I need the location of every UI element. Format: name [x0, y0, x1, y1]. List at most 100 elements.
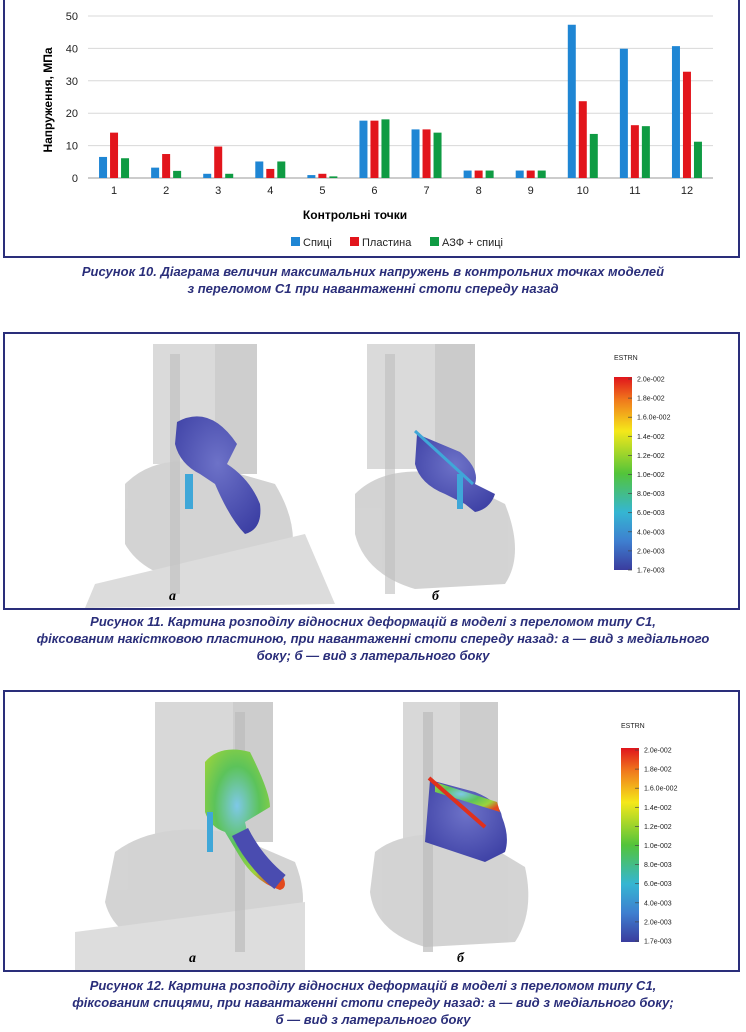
- x-tick-label: 11: [629, 185, 640, 197]
- chart-legend: Спиці Пластина АЗФ + спиці: [291, 237, 503, 249]
- bar: [173, 170, 182, 178]
- bar: [381, 119, 390, 178]
- figure-12-frame: ESTRN 2.0e-002 1.8e-002 1.6.0e-002 1.4e-002…: [3, 690, 740, 972]
- scale-tick-label: 1.6.0e-002: [644, 786, 678, 793]
- scale-tick-label: 8.0e-003: [644, 862, 672, 869]
- scale-tick-label: 1.8e-002: [637, 396, 665, 403]
- bone-model-a: [75, 702, 305, 970]
- bone-model-b: [370, 702, 529, 952]
- scale-tick-label: 8.0e-003: [637, 491, 665, 498]
- y-tick-label: 20: [66, 108, 78, 120]
- bar: [255, 161, 264, 178]
- legend-label: АЗФ + спиці: [442, 237, 503, 249]
- bar: [578, 101, 587, 178]
- x-tick-label: 8: [476, 185, 482, 197]
- legend-swatch: [430, 237, 439, 246]
- legend-swatch: [350, 237, 359, 246]
- bar: [329, 176, 338, 178]
- x-tick-label: 3: [215, 185, 221, 197]
- bar: [474, 170, 483, 178]
- bar: [693, 141, 702, 178]
- scale-tick-label: 1.8e-002: [644, 767, 672, 774]
- implant-strain-a: [205, 749, 286, 890]
- scale-tick-label: 1.2e-002: [644, 824, 672, 831]
- x-tick-label: 5: [319, 185, 325, 197]
- bar: [671, 46, 680, 178]
- bar: [433, 132, 442, 178]
- x-tick-label: 7: [423, 185, 429, 197]
- scale-tick-label: 2.0e-002: [637, 377, 665, 384]
- legend-swatch: [291, 237, 300, 246]
- scale-tick-label: 2.0e-003: [644, 919, 672, 926]
- subfigure-label-a: а: [189, 951, 196, 966]
- bar: [537, 170, 546, 178]
- figure-10-frame: 0 10 20 30 40 50 1 2 3 4 5 6 7 8 9 10 11 12 Контрольні т…: [3, 0, 740, 258]
- bar: [110, 132, 119, 178]
- x-tick-label: 10: [577, 185, 589, 197]
- figure-12-caption: Рисунок 12. Картина розподілу відносних …: [0, 977, 746, 1028]
- y-tick-label: 50: [66, 11, 78, 23]
- subfigure-label-a: а: [169, 589, 176, 604]
- scale-tick-label: 1.0e-002: [644, 843, 672, 850]
- subfigure-label-b: б: [457, 951, 464, 966]
- y-tick-label: 0: [72, 173, 78, 185]
- bar: [641, 126, 650, 178]
- bar: [225, 173, 234, 178]
- x-tick-label: 2: [163, 185, 169, 197]
- bar: [277, 161, 286, 178]
- y-tick-label: 40: [66, 43, 78, 55]
- bar: [370, 120, 379, 178]
- bar: [359, 120, 368, 178]
- scale-tick-label: 1.0e-002: [637, 472, 665, 479]
- scale-tick-label: 1.7e-003: [637, 568, 665, 575]
- scale-tick-label: 1.4e-002: [644, 805, 672, 812]
- figure-12-render: ESTRN 2.0e-002 1.8e-002 1.6.0e-002 1.4e-002…: [75, 702, 678, 970]
- bar: [589, 133, 598, 178]
- x-tick-label: 6: [371, 185, 377, 197]
- figure-11-render: ESTRN 2.0e-002 1.8e-002 1.6.0e-002 1.4e-002…: [85, 344, 671, 608]
- bar: [266, 168, 275, 178]
- x-axis-title: Контрольні точки: [303, 208, 407, 222]
- bar: [463, 170, 472, 178]
- bar: [619, 48, 628, 178]
- x-tick-label: 9: [528, 185, 534, 197]
- bar: [318, 173, 327, 178]
- bar: [203, 173, 212, 178]
- scale-tick-label: 4.0e-003: [637, 529, 665, 536]
- y-tick-label: 10: [66, 141, 78, 153]
- scale-tick-label: 6.0e-003: [637, 510, 665, 517]
- bar: [682, 71, 691, 178]
- color-scale-bar: [621, 748, 639, 942]
- implant-strain-b: [413, 429, 495, 512]
- caption-line: з переломом С1 при навантаженні стопи сп…: [187, 281, 559, 296]
- x-tick-label: 12: [681, 185, 693, 197]
- scale-tick-label: 6.0e-003: [644, 881, 672, 888]
- legend-label: Пластина: [362, 237, 412, 249]
- caption-line: Рисунок 11. Картина розподілу відносних …: [90, 614, 656, 629]
- implant-strain-b: [425, 776, 507, 862]
- legend-label: Спиці: [303, 237, 332, 249]
- scale-tick-label: 4.0e-003: [644, 900, 672, 907]
- implant-strain-a: [175, 416, 261, 534]
- bar: [214, 146, 223, 178]
- bar: [515, 170, 524, 178]
- x-tick-label: 4: [267, 185, 273, 197]
- bar: [567, 24, 576, 178]
- figure-11-caption: Рисунок 11. Картина розподілу відносних …: [0, 613, 746, 664]
- bar: [121, 158, 130, 178]
- scale-tick-label: 2.0e-002: [644, 748, 672, 755]
- scale-tick-label: 2.0e-003: [637, 548, 665, 555]
- bar: [526, 170, 535, 178]
- caption-line: фіксованим накістковою пластиною, при на…: [36, 631, 710, 646]
- bar: [307, 175, 316, 178]
- scale-title: ESTRN: [621, 723, 645, 730]
- bar: [151, 167, 160, 178]
- y-axis-title: Напруження, МПа: [41, 47, 55, 152]
- color-scale-bar: [614, 377, 632, 570]
- subfigure-label-b: б: [432, 589, 439, 604]
- bar: [162, 154, 171, 178]
- bar: [630, 125, 639, 178]
- scale-title: ESTRN: [614, 355, 638, 362]
- bar: [422, 129, 431, 178]
